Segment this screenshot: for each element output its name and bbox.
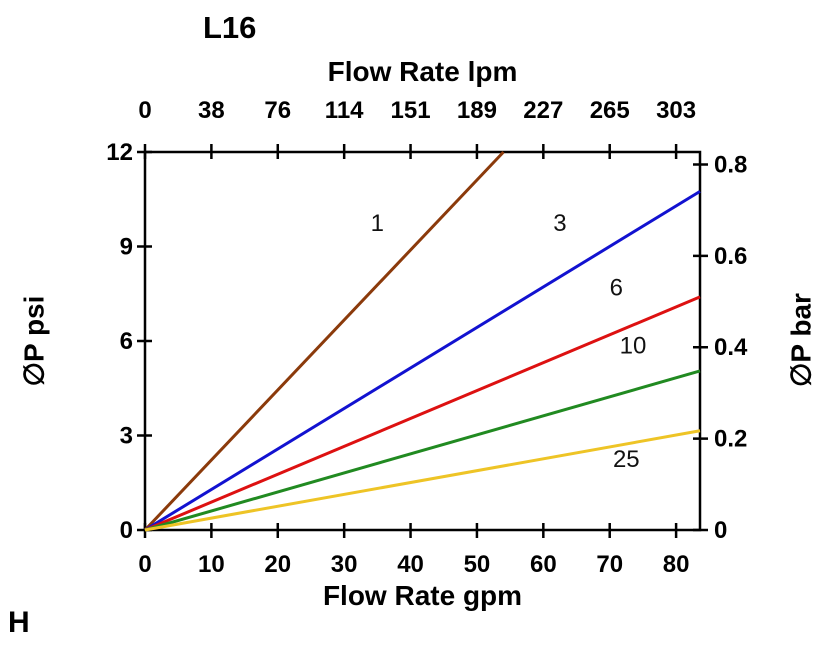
top-tick-label: 114 xyxy=(325,97,364,124)
series-label-3: 3 xyxy=(553,210,566,237)
top-tick-label: 265 xyxy=(590,97,630,124)
left-tick-label: 6 xyxy=(120,328,133,355)
series-line-25 xyxy=(144,429,701,532)
chart-title: L16 xyxy=(203,10,257,45)
series-label-1: 1 xyxy=(371,210,384,237)
series-line-1 xyxy=(143,150,505,532)
bottom-tick-label: 60 xyxy=(530,551,557,578)
right-tick-label: 0.4 xyxy=(714,334,748,361)
bottom-tick-label: 80 xyxy=(663,551,690,578)
top-tick-label: 38 xyxy=(198,97,225,124)
series-line-3 xyxy=(144,190,701,532)
series-label-25: 25 xyxy=(613,446,640,473)
plot-frame xyxy=(143,150,702,532)
bottom-tick-label: 0 xyxy=(138,551,151,578)
bottom-tick-label: 50 xyxy=(464,551,491,578)
left-tick-label: 3 xyxy=(120,423,133,450)
bottom-tick-label: 30 xyxy=(331,551,358,578)
bottom-tick-label: 20 xyxy=(264,551,291,578)
top-tick-label: 151 xyxy=(391,97,431,124)
left-tick-label: 12 xyxy=(106,139,133,166)
bottom-axis-label: Flow Rate gpm xyxy=(322,580,523,611)
corner-label: H xyxy=(8,606,30,639)
bottom-tick-label: 40 xyxy=(397,551,424,578)
top-tick-label: 0 xyxy=(138,97,151,124)
left-tick-label: 0 xyxy=(120,517,133,544)
top-tick-label: 227 xyxy=(523,97,563,124)
top-tick-label: 303 xyxy=(656,97,696,124)
series-label-10: 10 xyxy=(620,333,647,360)
series-label-6: 6 xyxy=(610,274,623,301)
top-tick-label: 76 xyxy=(264,97,291,124)
right-tick-label: 0.8 xyxy=(714,151,747,178)
bottom-tick-label: 70 xyxy=(596,551,623,578)
top-tick-label: 189 xyxy=(457,97,497,124)
series-line-10 xyxy=(144,369,701,532)
left-tick-label: 9 xyxy=(120,234,133,261)
top-axis-label: Flow Rate lpm xyxy=(327,56,518,87)
right-tick-label: 0.6 xyxy=(714,243,747,270)
right-tick-label: 0.2 xyxy=(714,426,747,453)
bottom-tick-label: 10 xyxy=(198,551,225,578)
series-line-6 xyxy=(144,295,701,532)
right-tick-label: 0 xyxy=(714,517,727,544)
